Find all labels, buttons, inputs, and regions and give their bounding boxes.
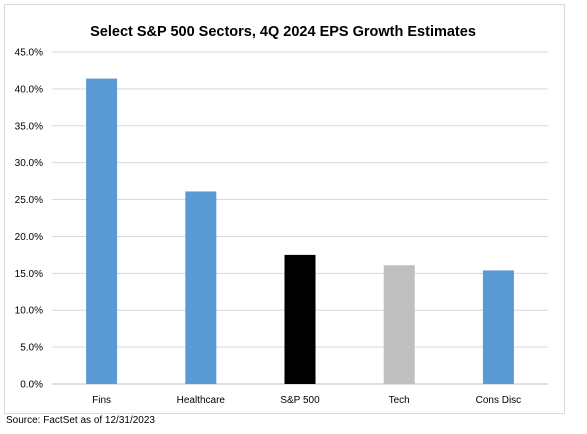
x-tick-label: Healthcare <box>177 395 226 406</box>
bar <box>383 265 415 384</box>
y-tick-label: 20.0% <box>15 232 43 243</box>
x-tick-label: S&P 500 <box>280 395 320 406</box>
y-tick-label: 5.0% <box>20 343 43 354</box>
y-tick-label: 45.0% <box>15 48 43 59</box>
y-tick-label: 25.0% <box>15 195 43 206</box>
bar <box>482 270 514 384</box>
y-tick-label: 40.0% <box>15 84 43 95</box>
y-tick-label: 30.0% <box>15 158 43 169</box>
source-note: Source: FactSet as of 12/31/2023 <box>6 415 155 426</box>
gridlines <box>52 51 548 385</box>
x-tick-label: Cons Disc <box>476 395 522 406</box>
bars <box>86 78 514 384</box>
y-tick-label: 10.0% <box>15 306 43 317</box>
bar <box>284 254 316 384</box>
x-tick-label: Tech <box>389 395 410 406</box>
y-tick-label: 35.0% <box>15 121 43 132</box>
y-tick-label: 15.0% <box>15 269 43 280</box>
bar <box>86 78 118 384</box>
x-axis-tick-labels: Fins Healthcare S&P 500 Tech Cons Disc <box>92 395 521 406</box>
chart-title: Select S&P 500 Sectors, 4Q 2024 EPS Grow… <box>90 24 476 40</box>
y-tick-label: 0.0% <box>20 380 43 391</box>
bar <box>185 191 217 384</box>
x-tick-label: Fins <box>92 395 111 406</box>
y-axis-tick-labels: 0.0% 5.0% 10.0% 15.0% 20.0% 25.0% 30.0% 35.0% 40… <box>15 48 43 391</box>
